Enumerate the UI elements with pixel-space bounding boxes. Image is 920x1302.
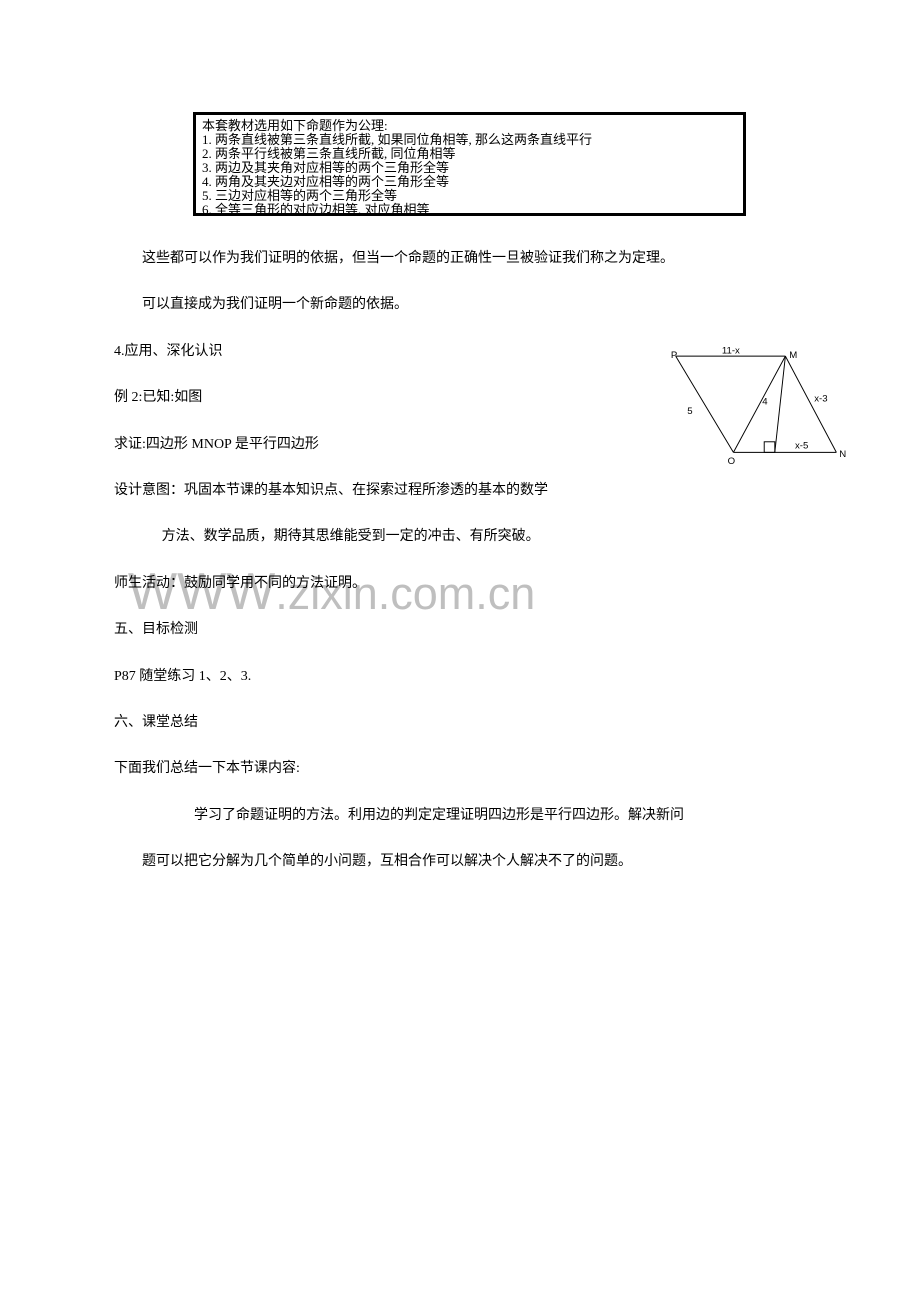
label-top: 11-x xyxy=(722,345,740,356)
label-n: N xyxy=(839,449,846,460)
diagonal-mo xyxy=(733,356,785,452)
label-o: O xyxy=(728,456,736,467)
label-left: 5 xyxy=(687,406,692,417)
box-line-1: 1. 两条直线被第三条直线所截, 如果同位角相等, 那么这两条直线平行 xyxy=(202,133,737,147)
label-right: x-3 xyxy=(814,393,827,404)
label-mid: 4 xyxy=(762,396,768,407)
para-11: 六、课堂总结 xyxy=(114,712,814,734)
box-line-6: 6. 全等三角形的对应边相等, 对应角相等 xyxy=(202,203,737,217)
label-m: M xyxy=(789,350,797,361)
para-1: 这些都可以作为我们证明的依据，但当一个命题的正确性一旦被验证我们称之为定理。 xyxy=(114,248,814,270)
parallelogram-diagram: P M O N 11-x 5 4 x-3 x-5 xyxy=(668,332,846,490)
box-line-2: 2. 两条平行线被第三条直线所截, 同位角相等 xyxy=(202,147,737,161)
right-angle-mark xyxy=(764,442,775,453)
label-bottom: x-5 xyxy=(795,441,808,452)
para-7: 方法、数学品质，期待其思维能受到一定的冲击、有所突破。 xyxy=(114,526,814,548)
para-9: 五、目标检测 xyxy=(114,619,814,641)
para-10: P87 随堂练习 1、2、3. xyxy=(114,666,814,688)
para-13: 学习了命题证明的方法。利用边的判定定理证明四边形是平行四边形。解决新问 xyxy=(194,805,814,827)
edge-op xyxy=(676,356,734,452)
para-14: 题可以把它分解为几个简单的小问题，互相合作可以解决个人解决不了的问题。 xyxy=(114,851,814,873)
box-line-4: 4. 两角及其夹边对应相等的两个三角形全等 xyxy=(202,175,737,189)
box-title: 本套教材选用如下命题作为公理: xyxy=(202,119,737,133)
label-p: P xyxy=(671,350,677,361)
box-line-5: 5. 三边对应相等的两个三角形全等 xyxy=(202,189,737,203)
axioms-box: 本套教材选用如下命题作为公理: 1. 两条直线被第三条直线所截, 如果同位角相等… xyxy=(193,112,746,216)
para-12: 下面我们总结一下本节课内容: xyxy=(114,758,814,780)
box-line-3: 3. 两边及其夹角对应相等的两个三角形全等 xyxy=(202,161,737,175)
altitude xyxy=(775,356,786,452)
edge-mn xyxy=(785,356,836,452)
para-8: 师生活动：鼓励同学用不同的方法证明。 xyxy=(114,573,814,595)
para-2: 可以直接成为我们证明一个新命题的依据。 xyxy=(114,294,814,316)
